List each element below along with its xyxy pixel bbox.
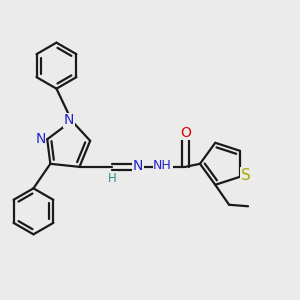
Text: H: H	[108, 172, 117, 185]
Text: N: N	[133, 159, 143, 173]
Text: O: O	[180, 125, 191, 140]
Text: S: S	[241, 168, 250, 183]
Text: N: N	[64, 113, 74, 127]
Text: N: N	[35, 132, 46, 146]
Text: NH: NH	[153, 159, 172, 172]
